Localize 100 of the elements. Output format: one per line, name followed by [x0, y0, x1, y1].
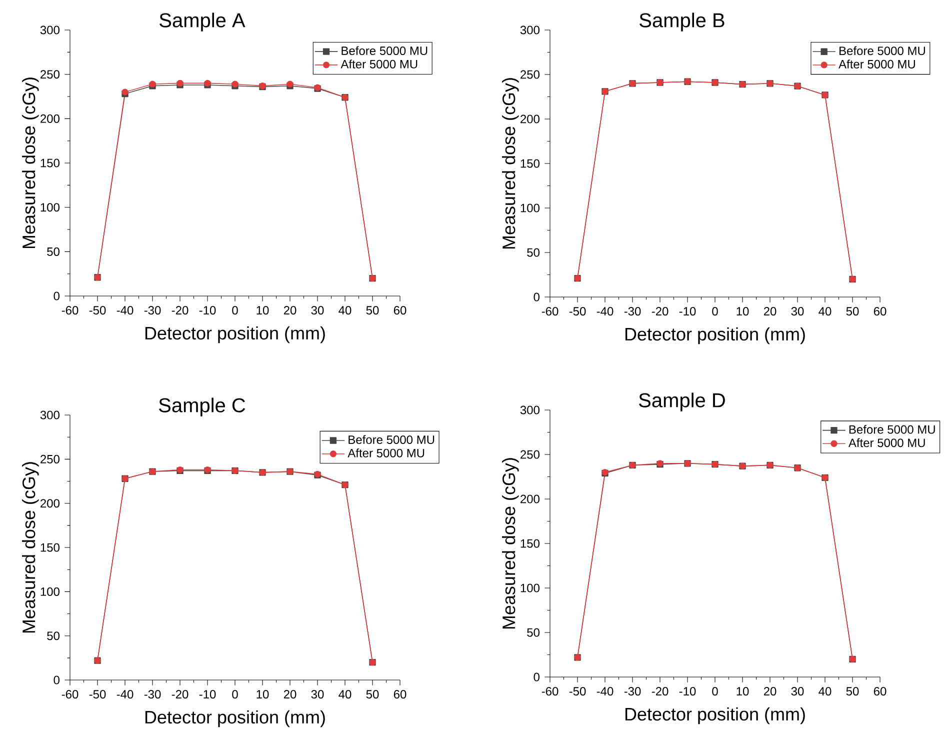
x-tick-label: -10 — [199, 690, 216, 699]
x-tick-label: -20 — [172, 306, 188, 315]
y-tick-label: 150 — [40, 543, 60, 552]
x-tick-label: 60 — [874, 307, 886, 316]
y-tick-label: 250 — [40, 454, 60, 464]
x-axis-title: Detector position (mm) — [625, 707, 805, 724]
legend-label: After 5000 MU — [838, 60, 915, 68]
y-tick-label: 250 — [520, 70, 540, 79]
x-tick-label: -60 — [542, 687, 558, 696]
x-tick-label: 50 — [366, 306, 379, 315]
y-tick-label: 200 — [40, 499, 60, 508]
y-tick-label: 300 — [520, 26, 540, 34]
x-tick-label: -40 — [596, 307, 614, 316]
x-tick-label: 50 — [366, 690, 379, 699]
y-axis-title: Measured dose (cGy) — [502, 78, 519, 249]
x-tick-label: 0 — [712, 307, 718, 316]
x-tick-label: -30 — [624, 307, 641, 316]
y-tick-label: 50 — [47, 632, 60, 640]
x-tick-label: -10 — [679, 307, 696, 316]
y-tick-label: 100 — [520, 204, 540, 212]
x-tick-label: -50 — [89, 306, 106, 315]
y-tick-label: 100 — [40, 203, 60, 212]
x-tick-label: 10 — [256, 306, 269, 315]
x-tick-label: 60 — [394, 690, 406, 699]
x-tick-label: -20 — [652, 307, 668, 316]
x-tick-label: -20 — [652, 687, 668, 696]
legend-label: After 5000 MU — [348, 448, 424, 458]
y-tick-label: 100 — [520, 584, 540, 592]
y-tick-label: 50 — [47, 247, 60, 256]
y-tick-label: 300 — [40, 26, 60, 34]
y-tick-label: 50 — [527, 628, 540, 637]
x-tick-label: 0 — [712, 687, 718, 696]
x-tick-label: -40 — [596, 687, 614, 696]
x-tick-label: -40 — [116, 690, 134, 699]
y-tick-label: 300 — [40, 410, 60, 420]
x-tick-label: 20 — [284, 690, 296, 699]
x-tick-label: 0 — [232, 306, 238, 315]
chart-title: Sample A — [160, 12, 246, 32]
x-tick-label: -60 — [542, 307, 558, 316]
x-tick-label: 40 — [338, 306, 352, 315]
x-tick-label: 40 — [338, 690, 352, 699]
legend-label: After 5000 MU — [340, 60, 418, 68]
legend-label: Before 5000 MU — [840, 46, 925, 56]
x-axis-title: Detector position (mm) — [625, 327, 805, 344]
x-tick-label: -20 — [172, 690, 188, 699]
x-tick-label: 10 — [736, 307, 749, 316]
y-tick-label: 300 — [520, 406, 540, 414]
y-tick-label: 50 — [527, 248, 540, 257]
y-tick-label: 150 — [520, 539, 540, 548]
x-tick-label: 20 — [764, 307, 776, 316]
y-tick-label: 0 — [534, 672, 540, 682]
x-tick-label: -50 — [569, 687, 586, 696]
x-axis-title: Detector position (mm) — [145, 326, 325, 344]
x-tick-label: -10 — [679, 687, 696, 696]
x-tick-label: 60 — [874, 687, 886, 696]
x-tick-label: 30 — [791, 307, 804, 316]
y-tick-label: 0 — [534, 292, 540, 302]
x-tick-label: 50 — [846, 307, 859, 316]
x-tick-label: -50 — [89, 690, 106, 699]
legend-label: Before 5000 MU — [342, 46, 428, 56]
y-tick-label: 0 — [54, 676, 60, 684]
legend-label: After 5000 MU — [848, 438, 925, 448]
y-tick-label: 200 — [520, 114, 540, 124]
x-tick-label: 40 — [818, 307, 832, 316]
y-axis-title: Measured dose (cGy) — [22, 78, 39, 248]
y-tick-label: 100 — [40, 587, 60, 596]
y-tick-label: 150 — [40, 158, 60, 168]
legend-label: Before 5000 MU — [849, 424, 935, 434]
x-tick-label: -60 — [62, 306, 78, 315]
legend-label: Before 5000 MU — [348, 435, 434, 444]
x-tick-label: 60 — [394, 306, 406, 315]
chart-title: Sample B — [640, 12, 724, 32]
x-tick-label: 40 — [818, 687, 832, 696]
y-axis-title: Measured dose (cGy) — [502, 458, 519, 629]
x-tick-label: 30 — [311, 306, 324, 315]
x-tick-label: 10 — [736, 687, 749, 696]
y-tick-label: 250 — [520, 450, 540, 459]
x-tick-label: 20 — [284, 306, 296, 315]
x-tick-label: 30 — [791, 687, 804, 696]
y-tick-label: 150 — [520, 159, 540, 168]
y-axis-title: Measured dose (cGy) — [22, 462, 39, 633]
x-tick-label: -50 — [569, 307, 586, 316]
y-tick-label: 200 — [40, 114, 60, 123]
x-tick-label: -40 — [116, 306, 134, 315]
x-tick-label: 20 — [764, 687, 776, 696]
y-tick-label: 250 — [40, 70, 60, 79]
x-tick-label: -30 — [624, 687, 641, 696]
x-tick-label: -30 — [144, 690, 161, 699]
x-tick-label: 10 — [256, 690, 269, 699]
x-tick-label: -60 — [62, 690, 78, 699]
x-tick-label: -30 — [144, 306, 161, 315]
x-tick-label: 50 — [846, 687, 859, 696]
chart-title: Sample C — [158, 398, 246, 416]
y-tick-label: 0 — [54, 292, 60, 300]
x-tick-label: -10 — [199, 306, 216, 315]
y-tick-label: 200 — [520, 494, 540, 504]
x-axis-title: Detector position (mm) — [145, 710, 325, 728]
x-tick-label: 0 — [232, 690, 238, 699]
chart-title: Sample D — [639, 392, 725, 412]
x-tick-label: 30 — [311, 690, 324, 699]
